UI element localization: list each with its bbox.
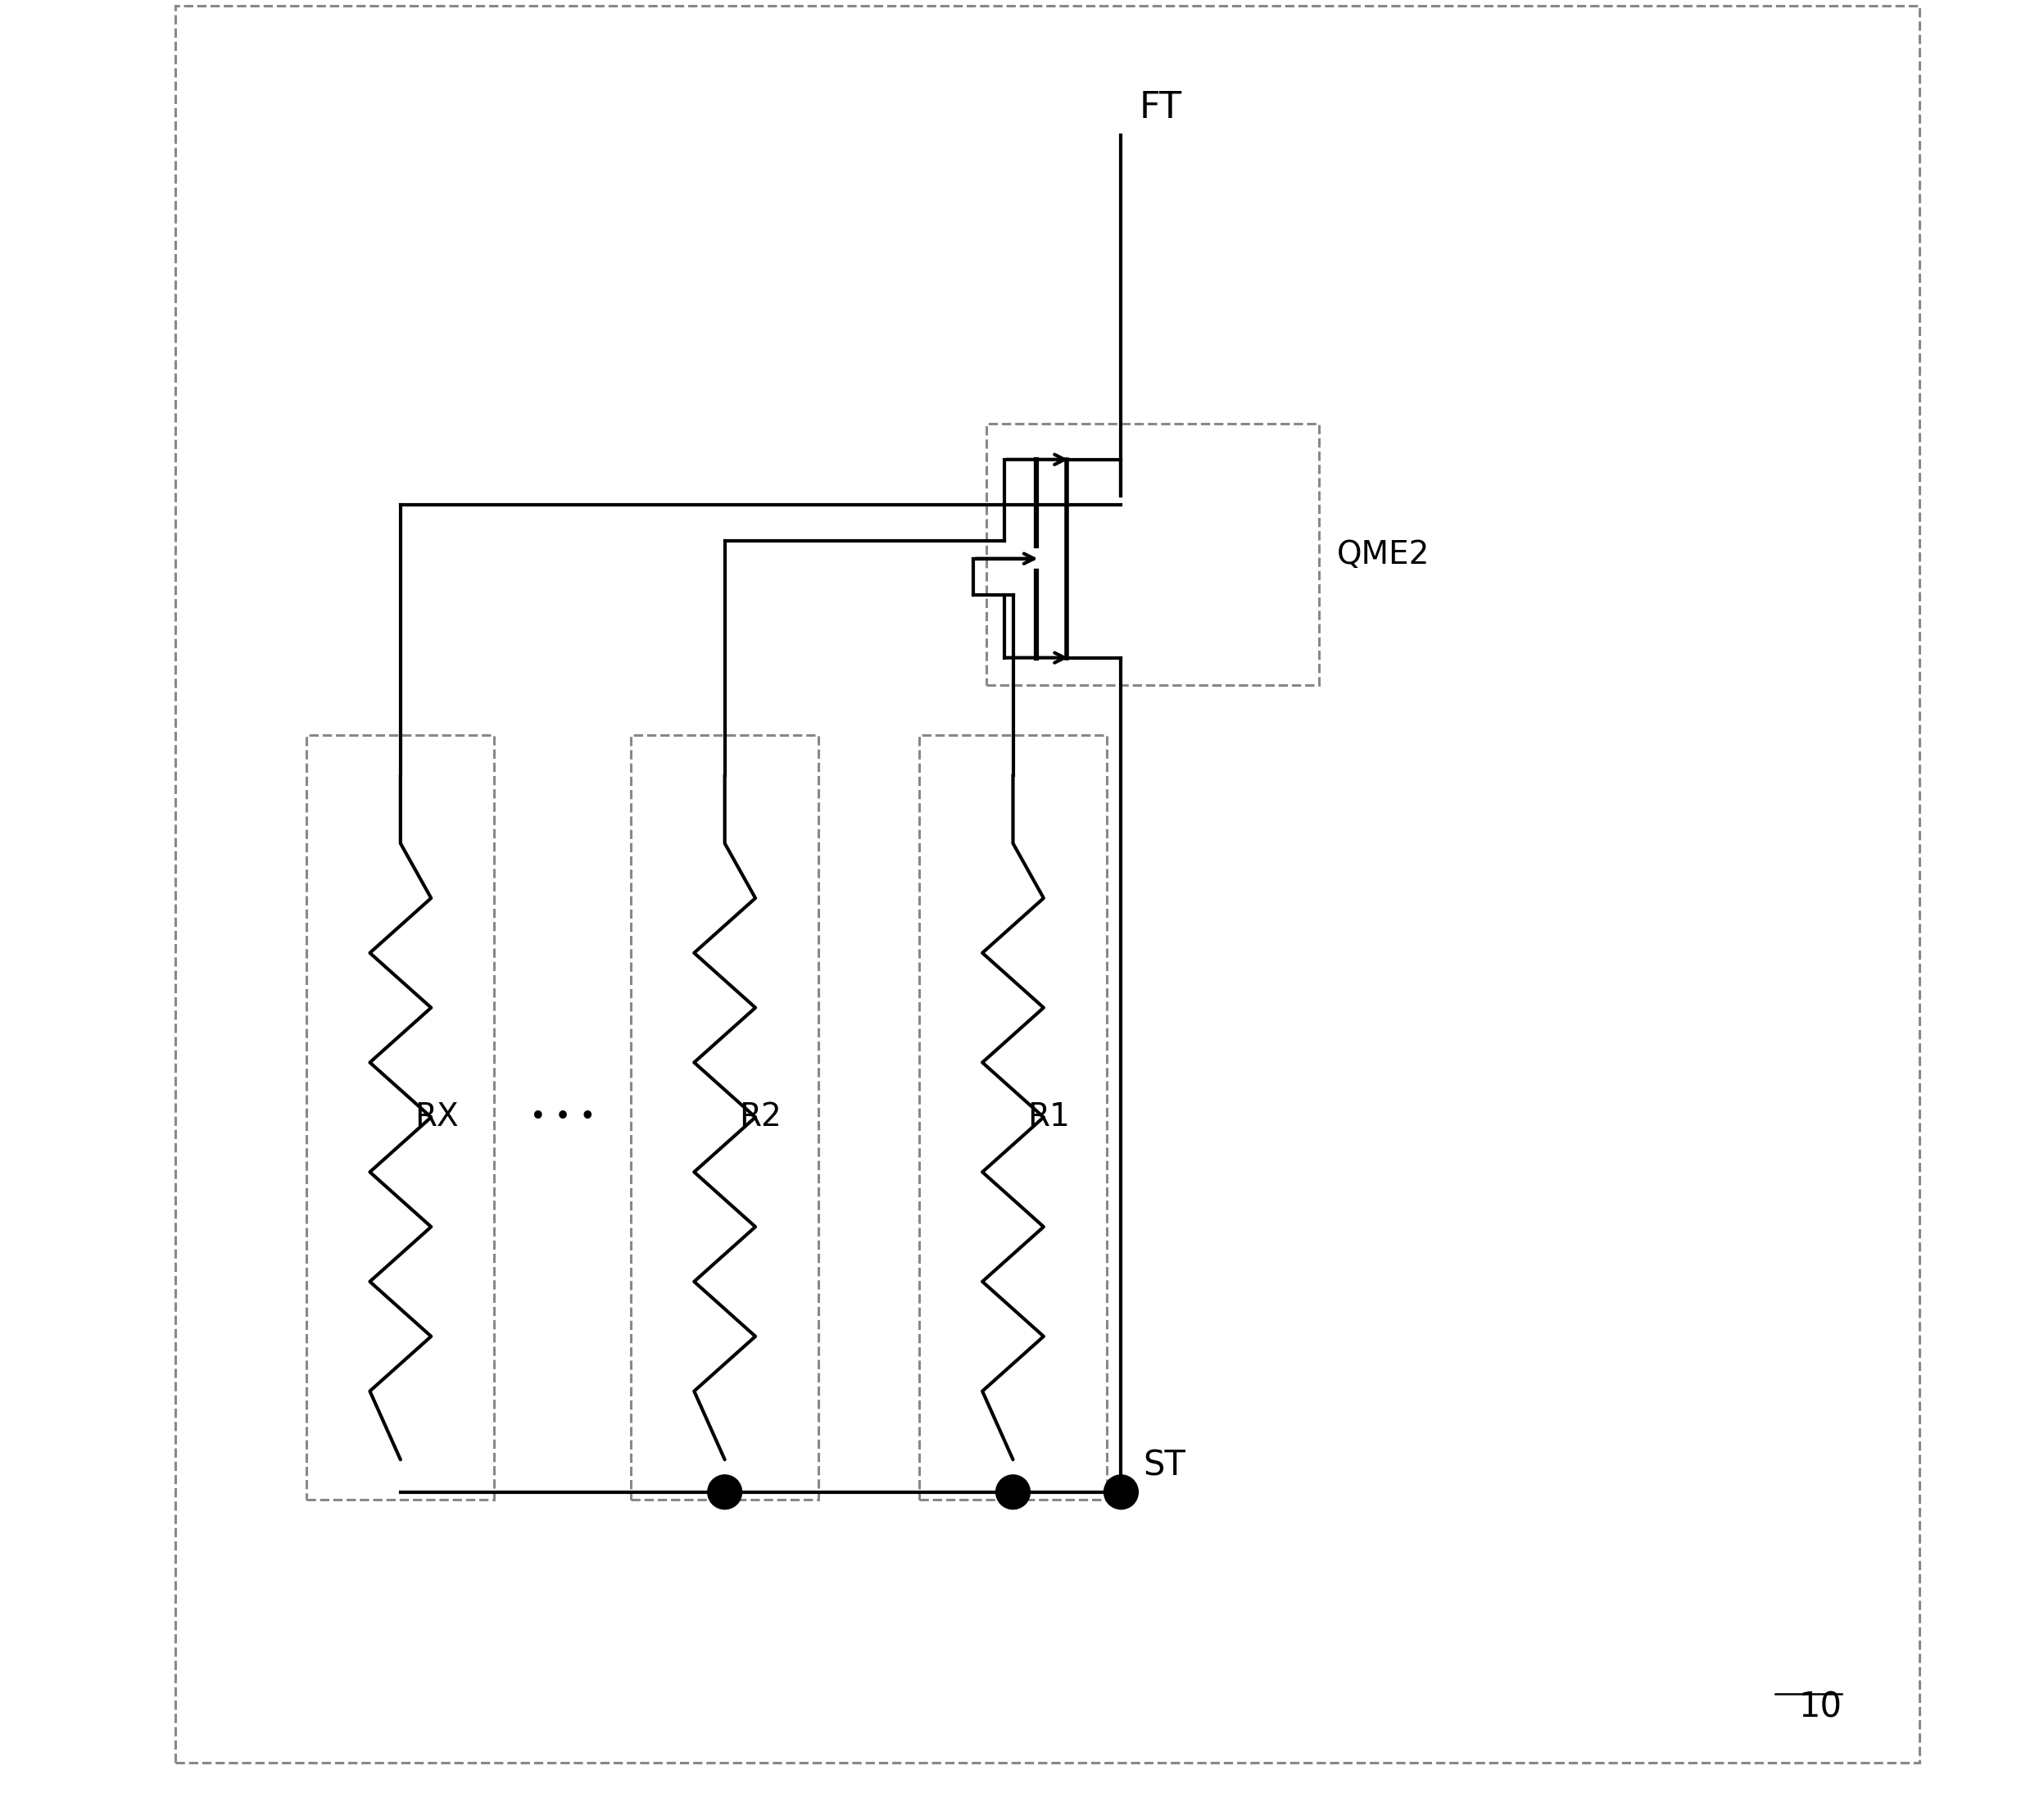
Circle shape xyxy=(707,1474,742,1510)
Text: R2: R2 xyxy=(740,1101,781,1133)
Text: RX: RX xyxy=(415,1101,458,1133)
Text: R1: R1 xyxy=(1028,1101,1069,1133)
Text: 10: 10 xyxy=(1799,1690,1842,1725)
Bar xyxy=(632,735,818,1499)
Text: • • •: • • • xyxy=(529,1103,595,1132)
Circle shape xyxy=(1104,1474,1139,1510)
Circle shape xyxy=(995,1474,1030,1510)
Bar xyxy=(985,423,1318,685)
Text: ST: ST xyxy=(1143,1449,1186,1483)
Bar xyxy=(307,735,495,1499)
Text: FT: FT xyxy=(1139,90,1181,126)
Bar xyxy=(920,735,1106,1499)
Text: QME2: QME2 xyxy=(1337,539,1431,571)
